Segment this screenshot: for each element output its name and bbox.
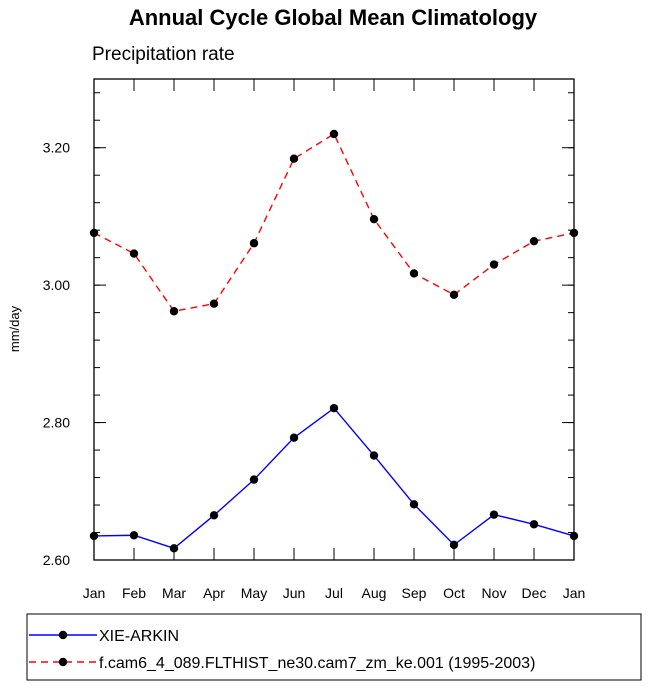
series-2-point — [529, 236, 539, 246]
y-tick-label: 2.80 — [43, 415, 70, 431]
x-tick-label: Sep — [402, 585, 427, 601]
chart-title: Annual Cycle Global Mean Climatology — [129, 5, 538, 30]
series-1-point — [569, 531, 579, 541]
series-1-point — [249, 475, 259, 484]
series-2-point — [289, 154, 299, 163]
legend-box — [26, 613, 642, 681]
series-2-point — [489, 260, 499, 269]
legend: XIE-ARKIN f.cam6_4_089.FLTHIST_ne30.cam7_… — [26, 613, 642, 681]
x-tick-label: May — [241, 585, 267, 601]
series-line-2 — [93, 132, 575, 313]
x-tick-label: Mar — [162, 585, 186, 601]
x-tick-label: Jul — [325, 585, 343, 601]
axis-ticks: Jan Feb Mar Apr May Jun Jul Aug Sep Oct Nov Dec Jan 2… — [43, 79, 586, 601]
y-tick-label: 3.20 — [43, 140, 70, 156]
series-2-point — [209, 299, 219, 308]
x-tick-label: Dec — [522, 585, 547, 601]
y-axis-label: mm/day — [7, 305, 22, 352]
plot-frame — [93, 78, 575, 561]
series-1-point — [169, 544, 179, 553]
series-1-point — [529, 520, 539, 529]
series-1-point — [369, 451, 379, 460]
x-tick-label: Apr — [203, 585, 225, 601]
series-1-point — [449, 540, 459, 550]
x-tick-label: Oct — [443, 585, 465, 601]
x-tick-label: Jun — [283, 585, 306, 601]
series-line-1 — [93, 407, 575, 550]
series-1-point — [409, 500, 419, 509]
legend-marker-2 — [58, 657, 68, 667]
series-2-point — [369, 214, 379, 224]
series-2-point — [449, 290, 459, 299]
x-tick-label: Aug — [362, 585, 387, 601]
legend-label-2: f.cam6_4_089.FLTHIST_ne30.cam7_zm_ke.001… — [99, 655, 535, 672]
series-1-point — [209, 511, 219, 520]
series-1-point — [289, 433, 299, 442]
x-tick-label: Jan — [563, 585, 586, 601]
series-2-point — [409, 269, 419, 278]
y-tick-label: 2.60 — [43, 552, 70, 568]
series-2-point — [329, 129, 339, 139]
series-2-point — [89, 228, 99, 238]
series-2-point — [249, 239, 259, 248]
legend-marker-1 — [58, 630, 68, 640]
series-2-point — [129, 249, 139, 258]
series-group — [89, 129, 579, 553]
x-tick-label: Feb — [122, 585, 146, 601]
x-tick-label: Nov — [482, 585, 507, 601]
series-1-point — [489, 510, 499, 519]
legend-label-1: XIE-ARKIN — [99, 628, 179, 645]
x-tick-label: Jan — [83, 585, 106, 601]
series-2-point — [169, 307, 179, 316]
series-1-point — [129, 531, 139, 540]
series-1-point — [89, 531, 99, 541]
chart-subtitle: Precipitation rate — [92, 44, 235, 65]
series-1-point — [329, 403, 339, 413]
series-2-point — [569, 228, 579, 238]
y-tick-label: 3.00 — [43, 277, 70, 293]
